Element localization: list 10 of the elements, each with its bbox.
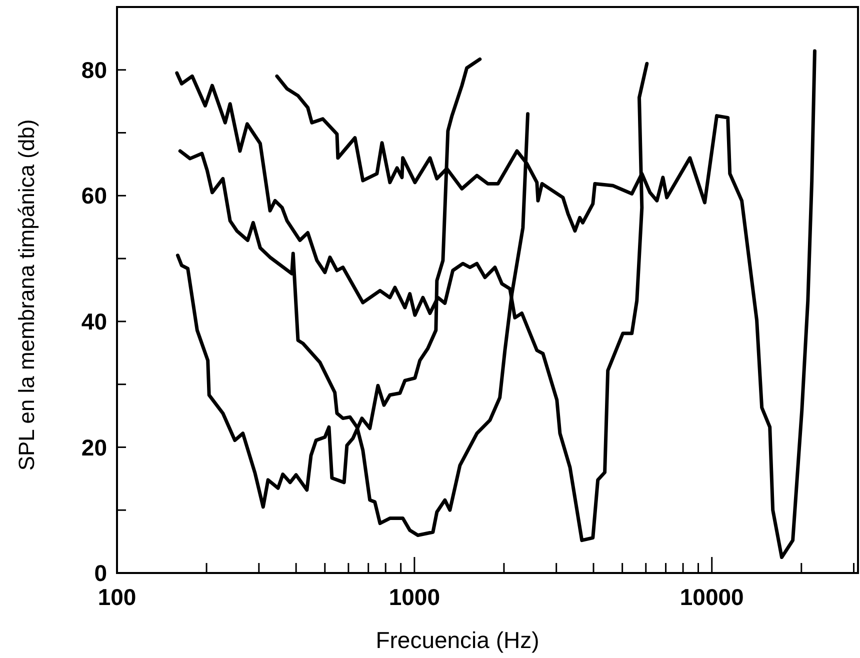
y-tick-label: 0 — [94, 560, 107, 586]
x-axis-title: Frecuencia (Hz) — [376, 627, 540, 653]
x-tick-label: 10000 — [680, 584, 744, 610]
y-tick-label: 80 — [81, 56, 107, 83]
y-tick-label: 40 — [81, 308, 107, 334]
y-tick-label: 60 — [81, 182, 107, 209]
x-tick-label: 1000 — [388, 584, 440, 610]
x-tick-label: 100 — [98, 584, 136, 610]
y-axis-title: SPL en la membrana timpánica (db) — [14, 119, 39, 471]
y-tick-label: 20 — [81, 434, 107, 460]
